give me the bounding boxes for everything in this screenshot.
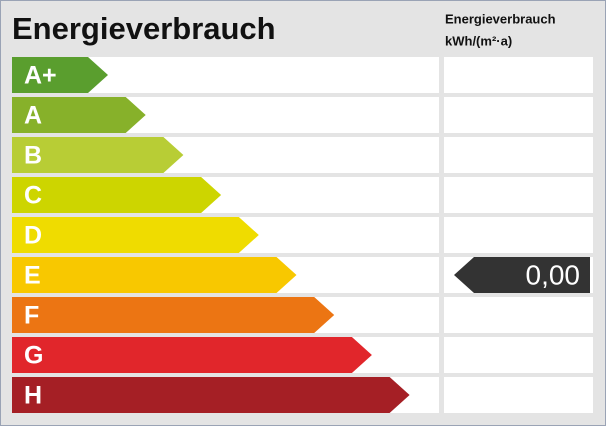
class-label: A+ (24, 62, 57, 90)
class-label: H (24, 382, 42, 410)
class-label: G (24, 342, 43, 370)
row-right (444, 57, 593, 93)
unit: kWh/(m²·a) (445, 33, 512, 48)
class-arrow (12, 137, 184, 173)
class-arrow (12, 337, 372, 373)
row-right (444, 377, 593, 413)
indicator-value: 0,00 (526, 259, 581, 290)
row-right (444, 297, 593, 333)
indicator-arrow (454, 257, 590, 293)
class-label: A (24, 102, 42, 130)
class-label: F (24, 302, 39, 330)
class-label: D (24, 222, 42, 250)
row-right (444, 337, 593, 373)
class-label: C (24, 182, 42, 210)
title: Energieverbrauch (12, 11, 276, 46)
row-right (444, 137, 593, 173)
class-label: E (24, 262, 41, 290)
class-arrow (12, 377, 410, 413)
row-right (444, 177, 593, 213)
class-label: B (24, 142, 42, 170)
class-arrow (12, 257, 297, 293)
class-arrow (12, 57, 108, 93)
row-right (444, 217, 593, 253)
unit-title: Energieverbrauch (445, 11, 556, 26)
class-arrow (12, 97, 146, 133)
class-arrow (12, 297, 335, 333)
class-arrow (12, 217, 259, 253)
class-arrow (12, 177, 222, 213)
row-right (444, 97, 593, 133)
